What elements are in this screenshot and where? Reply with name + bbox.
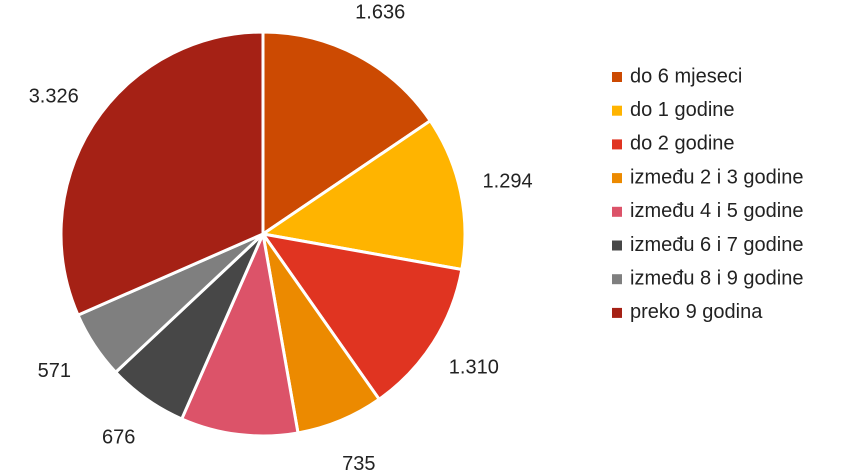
legend-label: između 2 i 3 godine <box>630 166 803 188</box>
legend-swatch <box>612 173 622 184</box>
data-label: 676 <box>102 426 135 448</box>
legend-label: do 6 mjeseci <box>630 65 742 87</box>
data-label: 1.310 <box>449 357 499 379</box>
legend-swatch <box>612 105 622 116</box>
data-label: 1.636 <box>355 1 405 23</box>
legend-label: između 4 i 5 godine <box>630 200 803 222</box>
legend-label: između 8 i 9 godine <box>630 267 803 289</box>
data-label: 735 <box>342 453 375 472</box>
legend-label: između 6 i 7 godine <box>630 234 803 256</box>
legend-swatch <box>612 274 622 285</box>
data-label: 1.294 <box>483 170 533 192</box>
legend-swatch <box>612 139 622 150</box>
pie-slice <box>261 30 432 236</box>
pie-slice <box>180 232 300 438</box>
pie-slice <box>261 232 464 401</box>
data-label: 571 <box>38 360 71 382</box>
data-label: 3.326 <box>29 86 79 108</box>
pie-slice <box>59 30 265 317</box>
pie-slice <box>261 119 467 272</box>
legend-swatch <box>612 307 622 318</box>
legend-label: do 2 godine <box>630 133 735 155</box>
legend-swatch <box>612 240 622 251</box>
legend-label: do 1 godine <box>630 99 735 121</box>
legend-swatch <box>612 206 622 217</box>
data-label: 986 <box>216 470 249 472</box>
legend-label: preko 9 godina <box>630 301 763 323</box>
legend-swatch <box>612 72 622 82</box>
